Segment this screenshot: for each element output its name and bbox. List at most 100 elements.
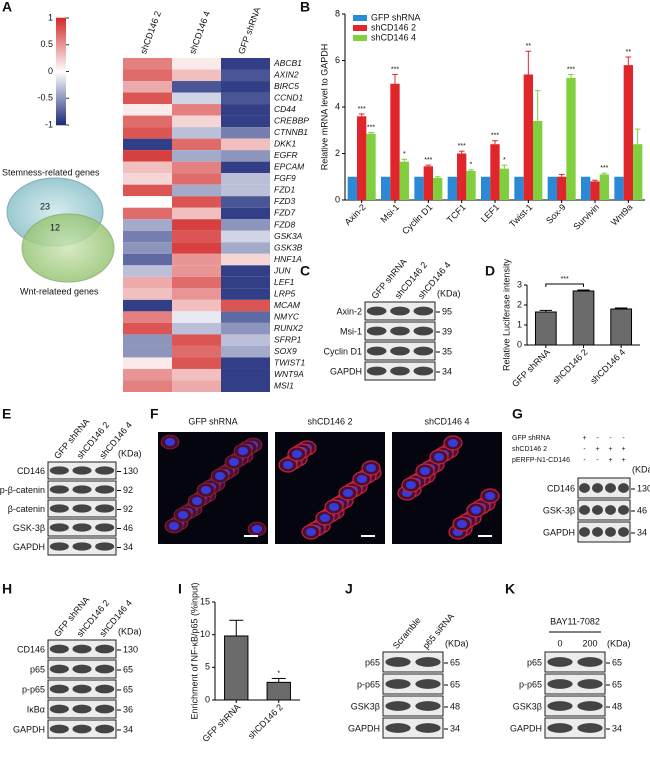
legend-label: shCD146 4 <box>371 32 416 42</box>
heatmap-cell <box>123 92 172 105</box>
blot-band <box>95 724 115 734</box>
gene-label: RUNX2 <box>274 323 303 333</box>
blot-band <box>413 306 434 316</box>
blot-band <box>390 366 410 376</box>
nucleus <box>329 503 339 511</box>
significance: *** <box>358 106 366 113</box>
nucleus <box>320 514 330 522</box>
heatmap-cell <box>123 368 172 381</box>
gene-label: LEF1 <box>274 277 295 287</box>
bar <box>590 181 600 200</box>
image-caption: GFP shRNA <box>188 416 237 426</box>
kda-value: 46 <box>123 523 133 533</box>
y-tick-label: 4 <box>335 101 340 111</box>
x-tick-label: TCF1 <box>445 202 468 225</box>
heatmap-cell <box>172 368 221 381</box>
treatment-sign: + <box>595 446 599 453</box>
bar <box>514 176 524 200</box>
treatment-sign: + <box>621 446 625 453</box>
image-caption: shCD146 4 <box>424 416 469 426</box>
blot-band <box>390 306 410 316</box>
nucleus <box>169 522 179 530</box>
heatmap-cell <box>172 69 221 82</box>
blot-frame <box>577 521 631 543</box>
significance: ** <box>626 49 632 56</box>
heatmap-cell <box>123 127 172 139</box>
x-tick-label: Survivin <box>571 202 601 232</box>
heatmap-cell <box>172 92 221 105</box>
kda-value: 46 <box>637 505 647 515</box>
y-tick-label: 8 <box>335 8 340 18</box>
bar <box>566 77 576 200</box>
heatmap-cell <box>172 173 221 185</box>
heatmap-cell <box>221 58 270 70</box>
x-tick-label: Wnt9a <box>609 202 634 227</box>
blot-band <box>49 485 69 494</box>
bar <box>466 170 476 200</box>
blot-row-label: GSK-3β <box>13 523 45 533</box>
blot-band <box>579 505 590 515</box>
heatmap-cell <box>172 334 221 346</box>
blot-band <box>413 366 434 376</box>
heatmap-cell <box>172 150 221 162</box>
x-tick-label: shCD146 2 <box>551 347 590 386</box>
colorbar-segment <box>56 84 66 87</box>
bar <box>366 133 376 200</box>
significance-bracket <box>545 283 584 287</box>
heatmap-cell <box>172 380 221 392</box>
heatmap-cell <box>172 265 221 277</box>
venn-count: 23 <box>40 201 50 211</box>
bar <box>433 177 443 200</box>
blot-row-label: CD146 <box>17 466 45 476</box>
gene-label: CTNNB1 <box>274 127 308 137</box>
colorbar-segment <box>56 32 66 36</box>
blot-band <box>49 664 69 674</box>
bar <box>357 116 367 200</box>
heatmap-cell <box>172 345 221 358</box>
heatmap-cell <box>221 104 270 116</box>
kda-value: 65 <box>123 684 133 694</box>
blot-band <box>72 704 92 714</box>
gene-label: SFRP1 <box>274 334 302 344</box>
bar <box>523 74 533 200</box>
nucleus <box>192 497 202 505</box>
blot-row-label: Cyclin D1 <box>323 346 362 356</box>
colorbar-segment <box>56 90 66 94</box>
significance: *** <box>391 66 399 73</box>
colorbar-segment <box>56 64 66 68</box>
blot-row-label: p65 <box>365 657 380 667</box>
blot-band <box>72 504 92 513</box>
legend-label: shCD146 2 <box>371 22 416 32</box>
nucleus <box>457 520 467 528</box>
heatmap-cell <box>172 219 221 231</box>
blot-frame <box>544 651 606 673</box>
treatment-label: shCD146 2 <box>512 446 547 453</box>
colorbar-segment <box>56 58 66 62</box>
colorbar-segment <box>56 122 66 126</box>
nucleus <box>406 481 416 489</box>
heatmap-cell <box>123 196 172 208</box>
blot-row-label: Msi-1 <box>340 326 362 336</box>
colorbar-segment <box>56 17 66 21</box>
colorbar-segment <box>56 86 66 89</box>
gene-label: AXIN2 <box>273 70 299 80</box>
nucleus <box>292 450 302 458</box>
gene-label: FZD1 <box>274 185 296 195</box>
blot-band <box>366 306 387 316</box>
bar <box>499 168 509 200</box>
blot-band <box>415 657 441 667</box>
colorbar-segment <box>56 41 66 44</box>
blot-band <box>385 723 411 733</box>
heatmap-cell <box>172 299 221 312</box>
bar <box>423 166 433 200</box>
colorbar-segment <box>56 114 66 117</box>
legend-label: GFP shRNA <box>371 12 420 22</box>
kda-value: 48 <box>612 701 622 711</box>
blot-band <box>72 664 92 674</box>
panel-letter: A <box>2 0 12 15</box>
treatment-label: GFP shRNA <box>512 435 551 442</box>
colorbar-tick-label: 1 <box>48 12 53 22</box>
significance: * <box>503 157 506 164</box>
heatmap-cell <box>123 288 172 300</box>
